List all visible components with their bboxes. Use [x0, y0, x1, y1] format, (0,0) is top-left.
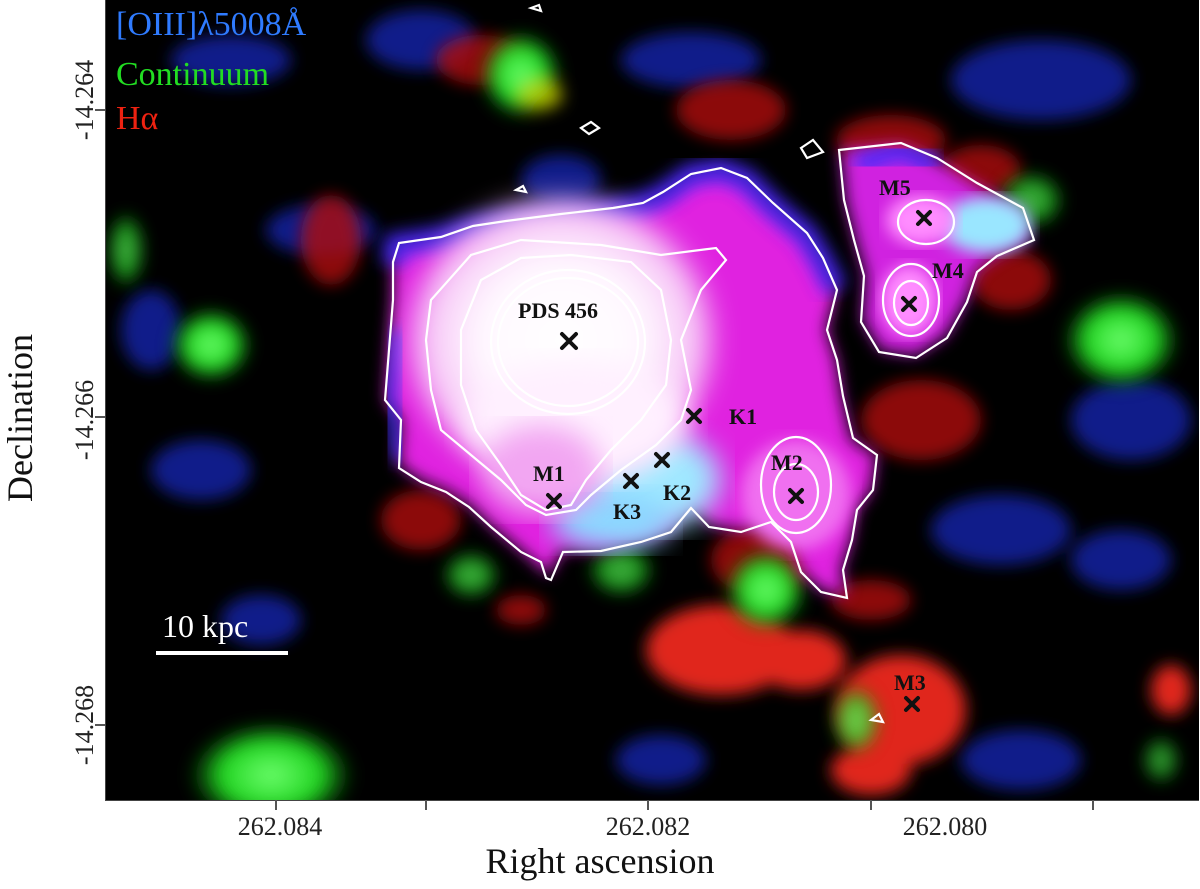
legend-oiii: [OIII]λ5008Å: [116, 6, 307, 43]
ne-contour: [837, 141, 1036, 360]
marker-k1: [686, 408, 702, 424]
markers: [546, 210, 932, 712]
marker-m3: [904, 696, 920, 712]
m4-contour-inner: [892, 279, 930, 327]
label-k2: K2: [663, 480, 692, 505]
small-contour-1: [579, 120, 601, 136]
label-m5: M5: [879, 175, 911, 200]
scale-bar: [156, 651, 288, 655]
image-frame: [OIII]λ5008Å Continuum Hα PDS 456 K1 K2 …: [105, 0, 1199, 801]
small-contour-3: [512, 184, 528, 194]
label-k1: K1: [729, 404, 758, 429]
label-m1: M1: [533, 461, 565, 486]
m2-contour-inner: [772, 462, 820, 522]
core-contour-outer: [489, 268, 647, 416]
scale-bar-label: 10 kpc: [162, 608, 249, 644]
m5-contour: [896, 198, 956, 246]
marker-k2: [654, 452, 670, 468]
xtick-label-2: 262.082: [605, 812, 691, 841]
xtick-label-1: 262.084: [237, 812, 323, 841]
ytick-label-1: -14.264: [70, 59, 99, 141]
m4-contour-outer: [881, 262, 941, 338]
inner-contour-1: [424, 238, 728, 517]
background-emission: [106, 0, 1199, 800]
m2-contour-outer: [759, 435, 833, 535]
y-axis-title: Declination: [0, 334, 40, 502]
legend-continuum: Continuum: [116, 56, 270, 93]
marker-k3: [623, 473, 639, 489]
core-contour-inner: [496, 276, 640, 408]
x-axis-title: Right ascension: [485, 841, 715, 881]
label-m4: M4: [932, 258, 964, 283]
small-contour-4: [868, 712, 885, 724]
label-m3: M3: [894, 670, 926, 695]
contours: [383, 3, 1036, 724]
marker-m4: [901, 296, 917, 312]
marker-m1: [546, 493, 562, 509]
label-m2: M2: [771, 450, 803, 475]
ytick-label-3: -14.268: [70, 684, 99, 766]
inner-contour-2: [459, 253, 673, 512]
label-pds456: PDS 456: [518, 298, 599, 323]
ytick-label-2: -14.266: [70, 379, 99, 461]
label-k3: K3: [613, 499, 642, 524]
outer-contour: [383, 166, 879, 600]
marker-m2: [788, 488, 804, 504]
marker-pds456: [560, 332, 578, 350]
composite-image: [106, 0, 1199, 800]
small-contour-2: [799, 138, 825, 160]
xtick-label-3: 262.080: [902, 812, 988, 841]
small-contour-5: [527, 3, 543, 13]
marker-m5: [916, 210, 932, 226]
legend-halpha: Hα: [116, 100, 159, 137]
